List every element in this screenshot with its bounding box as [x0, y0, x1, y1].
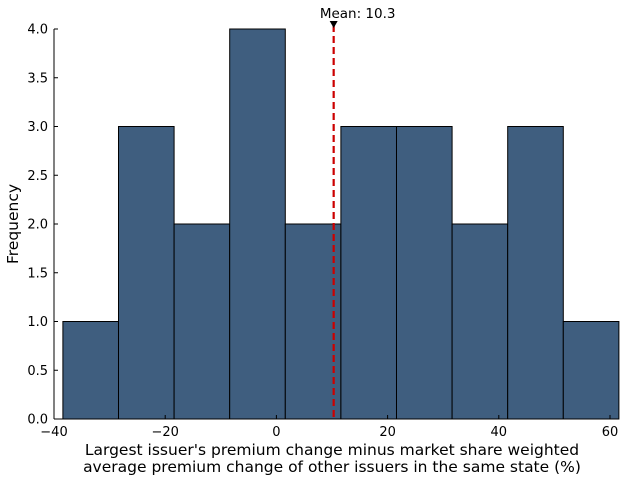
- y-tick-label: 3.0: [27, 120, 48, 135]
- histogram-bar-4: [229, 28, 286, 420]
- histogram-bar-8: [451, 223, 509, 420]
- x-tick-label: 40: [491, 425, 508, 440]
- x-tick-label: 60: [602, 425, 619, 440]
- x-tick-label: 20: [379, 425, 396, 440]
- histogram-bar-2: [117, 126, 175, 420]
- y-axis-label: Frequency: [4, 184, 22, 264]
- y-tick-label: 0.5: [27, 364, 48, 379]
- histogram-bar-3: [173, 223, 231, 420]
- y-tick-label: 0.0: [27, 413, 48, 428]
- histogram-bars: [62, 28, 620, 420]
- histogram-bar-10: [562, 321, 620, 420]
- y-tick-label: 4.0: [27, 23, 48, 38]
- histogram-bar-1: [62, 321, 119, 420]
- x-axis-label-line-1: Largest issuer's premium change minus ma…: [85, 441, 579, 459]
- mean-annotation-label: Mean: 10.3: [320, 6, 396, 22]
- ticks: −40 −20 0 20 40 60 0.0 0.5 1.0 1.5 2.0 2.5 3.0 3.5 4.0: [27, 23, 618, 441]
- histogram-bar-6: [340, 126, 397, 420]
- mean-marker-arrow: [329, 21, 338, 28]
- y-tick-label: 2.0: [27, 218, 48, 233]
- y-tick-label: 3.5: [27, 71, 48, 86]
- histogram-bar-5: [284, 223, 342, 420]
- histogram-bar-9: [507, 126, 564, 420]
- y-tick-label: 1.5: [27, 266, 48, 281]
- x-tick-label: −40: [40, 425, 67, 440]
- y-tick-label: 2.5: [27, 169, 48, 184]
- x-tick-label: 0: [272, 425, 280, 440]
- x-axis-label-line-2: average premium change of other issuers …: [83, 458, 581, 476]
- mean-indicator: [329, 21, 338, 419]
- x-tick-label: −20: [151, 425, 178, 440]
- histogram-bar-7: [395, 126, 453, 420]
- y-tick-label: 1.0: [27, 315, 48, 330]
